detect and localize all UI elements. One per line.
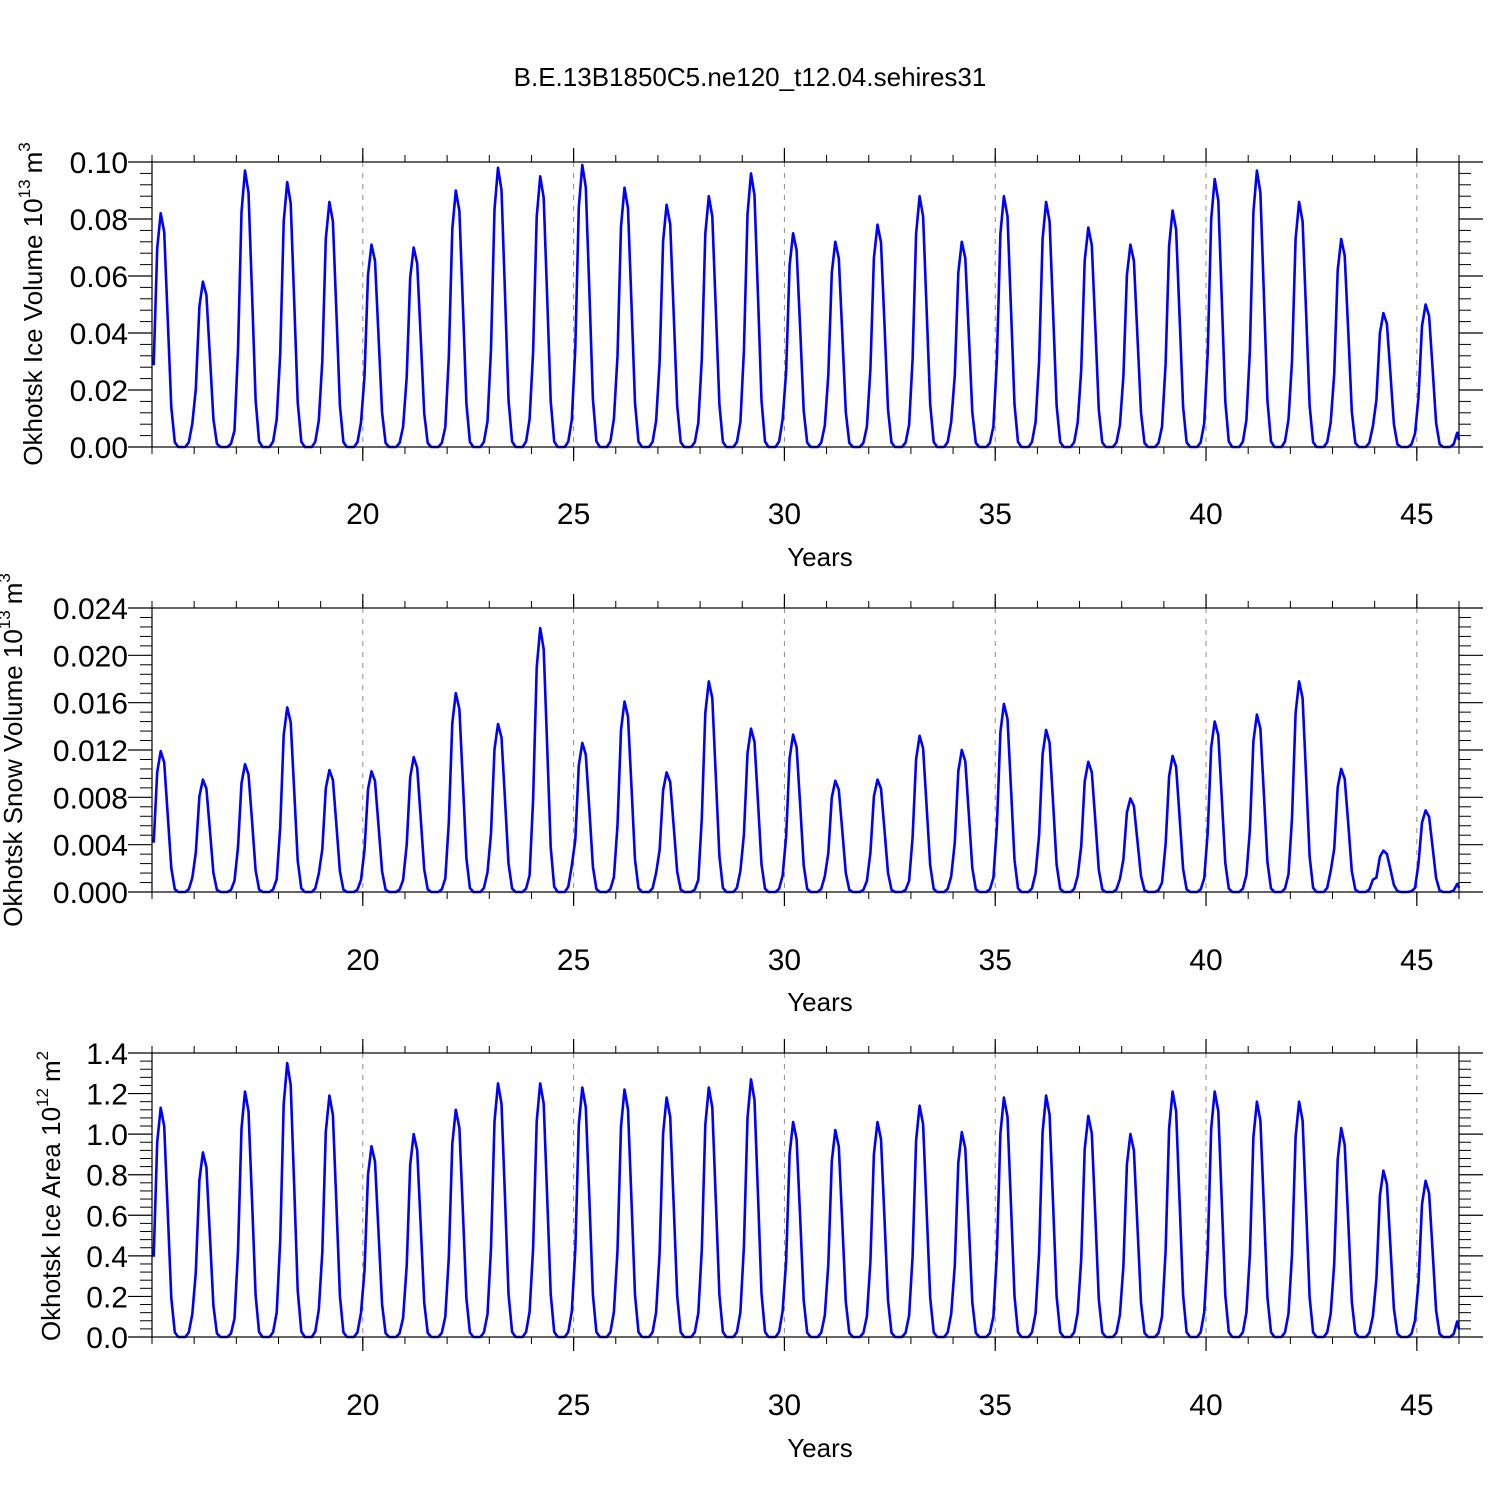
- snow-volume-panel: 0.000 0.004 0.008 0.012 0.016 0.020 0.024 20 25…: [0, 573, 1483, 1017]
- x-tick-label: 30: [768, 944, 801, 977]
- x-grid-lines: [362, 162, 1418, 447]
- y-tick-labels: 0.000 0.004 0.008 0.012 0.016 0.020 0.024: [53, 593, 128, 910]
- x-tick-label: 25: [557, 944, 590, 977]
- y-tick-label: 0.4: [86, 1241, 128, 1274]
- x-tick-label: 40: [1189, 944, 1222, 977]
- y-tick-label: 0.6: [86, 1200, 128, 1233]
- x-tick-label: 35: [979, 944, 1012, 977]
- y-tick-labels: 0.00 0.02 0.04 0.06 0.08 0.10: [70, 147, 128, 465]
- y-tick-label: 0.00: [70, 432, 128, 465]
- y-axis-label: Okhotsk Ice Volume 1013 m3: [15, 142, 48, 465]
- x-axis-label: Years: [787, 987, 853, 1017]
- x-tick-label: 20: [346, 498, 379, 531]
- minor-ticks: [140, 1046, 1471, 1344]
- x-tick-label: 35: [979, 1389, 1012, 1422]
- x-tick-label: 35: [979, 498, 1012, 531]
- plot-frame: [151, 161, 1460, 448]
- y-axis-label-unit: m: [18, 152, 48, 174]
- series-line: [152, 626, 1461, 894]
- y-tick-label: 0.8: [86, 1160, 128, 1193]
- series-layer: [152, 163, 1461, 449]
- series-layer: [152, 626, 1461, 894]
- y-axis-label: Okhotsk Snow Volume 1013 m3: [0, 573, 28, 927]
- y-tick-label: 1.0: [86, 1119, 128, 1152]
- major-ticks: [128, 1039, 1483, 1351]
- y-axis-label-exponent: 13: [15, 179, 34, 198]
- x-tick-label: 40: [1189, 1389, 1222, 1422]
- y-axis-label-text: Okhotsk Snow Volume 10: [0, 629, 28, 927]
- y-tick-label: 0.004: [53, 830, 128, 863]
- x-tick-labels: 20 25 30 35 40 45: [346, 944, 1433, 977]
- x-tick-label: 20: [346, 1389, 379, 1422]
- y-axis-label-text: Okhotsk Ice Area 10: [36, 1107, 66, 1341]
- x-tick-label: 30: [768, 498, 801, 531]
- x-tick-label: 45: [1400, 498, 1433, 531]
- x-tick-label: 25: [557, 1389, 590, 1422]
- x-tick-label: 25: [557, 498, 590, 531]
- series-line: [152, 1061, 1461, 1339]
- y-tick-label: 0.0: [86, 1322, 128, 1355]
- major-ticks: [128, 148, 1483, 461]
- y-tick-label: 0.06: [70, 261, 128, 294]
- y-tick-label: 0.012: [53, 735, 128, 768]
- y-axis-label-exponent: 13: [0, 610, 14, 629]
- x-tick-labels: 20 25 30 35 40 45: [346, 1389, 1433, 1422]
- y-axis-label-unit: m: [36, 1060, 66, 1082]
- series-layer: [152, 1061, 1461, 1339]
- x-axis-label: Years: [787, 542, 853, 572]
- x-tick-labels: 20 25 30 35 40 45: [346, 498, 1433, 531]
- y-tick-labels: 0.0 0.2 0.4 0.6 0.8 1.0 1.2 1.4: [86, 1038, 128, 1355]
- y-tick-label: 0.008: [53, 782, 128, 815]
- major-ticks: [128, 594, 1483, 906]
- y-tick-label: 0.04: [70, 318, 128, 351]
- y-axis-label-unit-exponent: 2: [33, 1051, 52, 1060]
- y-axis-label-exponent: 12: [33, 1088, 52, 1107]
- chart-title: B.E.13B1850C5.ne120_t12.04.sehires31: [514, 62, 987, 92]
- x-axis-label: Years: [787, 1433, 853, 1463]
- x-grid-lines: [362, 608, 1418, 892]
- y-axis-label-unit-exponent: 3: [15, 142, 34, 151]
- y-tick-label: 0.2: [86, 1281, 128, 1314]
- x-tick-label: 40: [1189, 498, 1222, 531]
- y-tick-label: 0.020: [53, 640, 128, 673]
- x-tick-label: 30: [768, 1389, 801, 1422]
- y-axis-label-text: Okhotsk Ice Volume 10: [18, 198, 48, 465]
- y-axis-label: Okhotsk Ice Area 1012 m2: [33, 1051, 66, 1341]
- y-tick-label: 0.02: [70, 375, 128, 408]
- y-axis-label-unit-exponent: 3: [0, 573, 14, 582]
- x-grid-lines: [362, 1053, 1418, 1337]
- y-tick-label: 0.024: [53, 593, 128, 626]
- plot-frame: [151, 1052, 1460, 1338]
- minor-ticks: [140, 601, 1471, 899]
- ice-volume-panel: 0.00 0.02 0.04 0.06 0.08 0.10 20 25 30 35 40 45 Ye…: [15, 142, 1483, 572]
- y-tick-label: 1.2: [86, 1079, 128, 1112]
- x-tick-label: 45: [1400, 944, 1433, 977]
- y-tick-label: 0.016: [53, 688, 128, 721]
- series-line: [152, 163, 1461, 449]
- x-tick-label: 45: [1400, 1389, 1433, 1422]
- y-tick-label: 0.10: [70, 147, 128, 180]
- ice-area-panel: 0.0 0.2 0.4 0.6 0.8 1.0 1.2 1.4 20 25 30 35 40 45 Ye…: [33, 1038, 1483, 1463]
- plot-frame: [151, 607, 1460, 893]
- y-tick-label: 0.000: [53, 877, 128, 910]
- y-tick-label: 0.08: [70, 204, 128, 237]
- x-tick-label: 20: [346, 944, 379, 977]
- y-axis-label-unit: m: [0, 583, 28, 605]
- y-tick-label: 1.4: [86, 1038, 128, 1071]
